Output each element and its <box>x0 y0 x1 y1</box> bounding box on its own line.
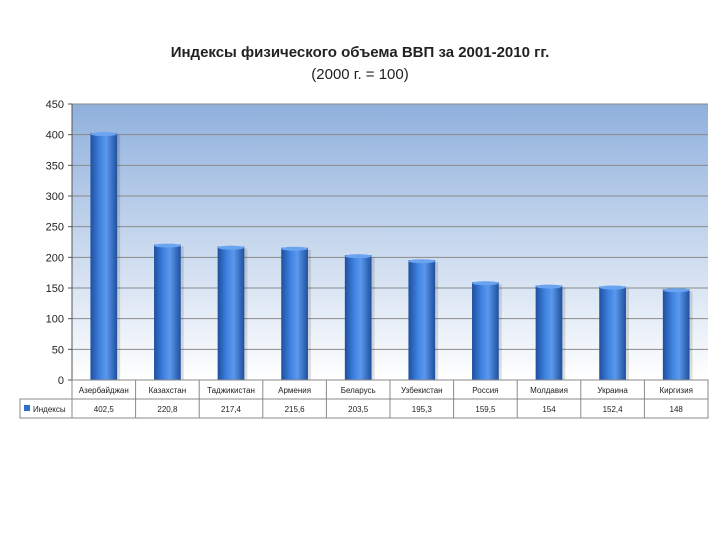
value-label: 203,5 <box>348 405 369 414</box>
y-tick-label: 250 <box>46 222 64 234</box>
bar <box>472 282 499 380</box>
legend-swatch <box>24 405 30 411</box>
chart-subtitle: (2000 г. = 100) <box>311 66 409 83</box>
y-tick-label: 350 <box>46 160 64 172</box>
y-tick-label: 200 <box>46 252 64 264</box>
value-label: 152,4 <box>603 405 624 414</box>
y-tick-label: 400 <box>46 130 64 142</box>
bar <box>535 285 563 380</box>
y-tick-label: 50 <box>52 344 64 356</box>
legend-label: Индексы <box>33 405 66 414</box>
value-label: 148 <box>670 405 684 414</box>
category-label: Казахстан <box>149 386 187 395</box>
category-label: Армения <box>278 386 311 395</box>
bar <box>662 289 690 380</box>
category-label: Азербайджан <box>79 386 129 395</box>
value-label: 220,8 <box>157 405 178 414</box>
bar-top <box>535 284 563 289</box>
bar <box>217 246 245 380</box>
bar <box>344 255 372 380</box>
category-label: Беларусь <box>341 386 376 395</box>
bar <box>90 133 118 380</box>
chart-title: Индексы физического объема ВВП за 2001-2… <box>170 44 550 61</box>
y-tick-label: 450 <box>46 99 64 111</box>
category-label: Молдавия <box>530 386 568 395</box>
bar-top <box>599 285 626 290</box>
bar-top <box>90 132 118 137</box>
bar-top <box>662 288 690 293</box>
bar-top <box>154 243 181 248</box>
bar <box>408 260 436 380</box>
y-tick-label: 100 <box>46 314 64 326</box>
bar <box>154 244 181 380</box>
value-label: 217,4 <box>221 405 242 414</box>
bar-top <box>281 246 308 251</box>
value-label: 195,3 <box>412 405 433 414</box>
y-tick-label: 150 <box>46 283 64 295</box>
value-label: 159,5 <box>475 405 496 414</box>
category-label: Украина <box>597 386 628 395</box>
value-label: 215,6 <box>285 405 306 414</box>
bar-top <box>408 259 436 264</box>
value-label: 154 <box>542 405 556 414</box>
category-label: Узбекистан <box>401 386 443 395</box>
category-label: Киргизия <box>659 386 692 395</box>
y-tick-label: 0 <box>58 375 64 387</box>
bar <box>599 286 626 380</box>
bar-top <box>217 245 245 250</box>
bar-top <box>472 281 499 286</box>
bar-top <box>344 254 372 259</box>
category-label: Россия <box>472 386 498 395</box>
y-tick-label: 300 <box>46 191 64 203</box>
category-label: Таджикистан <box>207 386 255 395</box>
value-label: 402,5 <box>94 405 115 414</box>
legend-cell <box>19 398 73 419</box>
bar <box>281 247 308 380</box>
